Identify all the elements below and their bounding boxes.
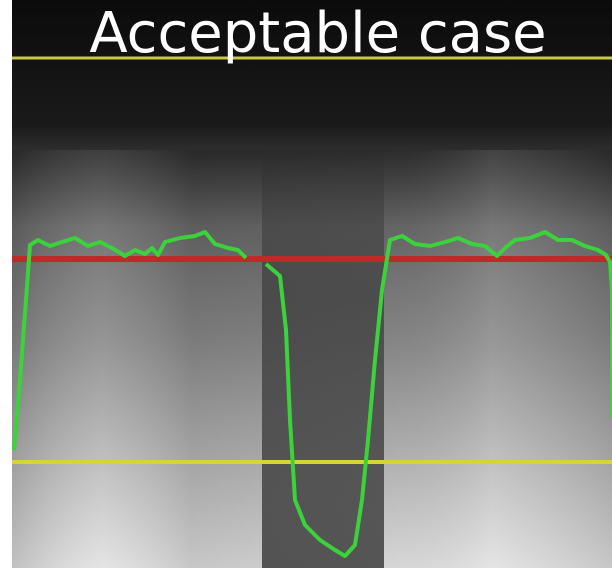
title: Acceptable case	[89, 1, 546, 66]
image-dark-band	[262, 150, 384, 568]
page: Acceptable case (() => { const data = JS…	[0, 0, 612, 568]
figure: Acceptable case	[0, 0, 612, 568]
